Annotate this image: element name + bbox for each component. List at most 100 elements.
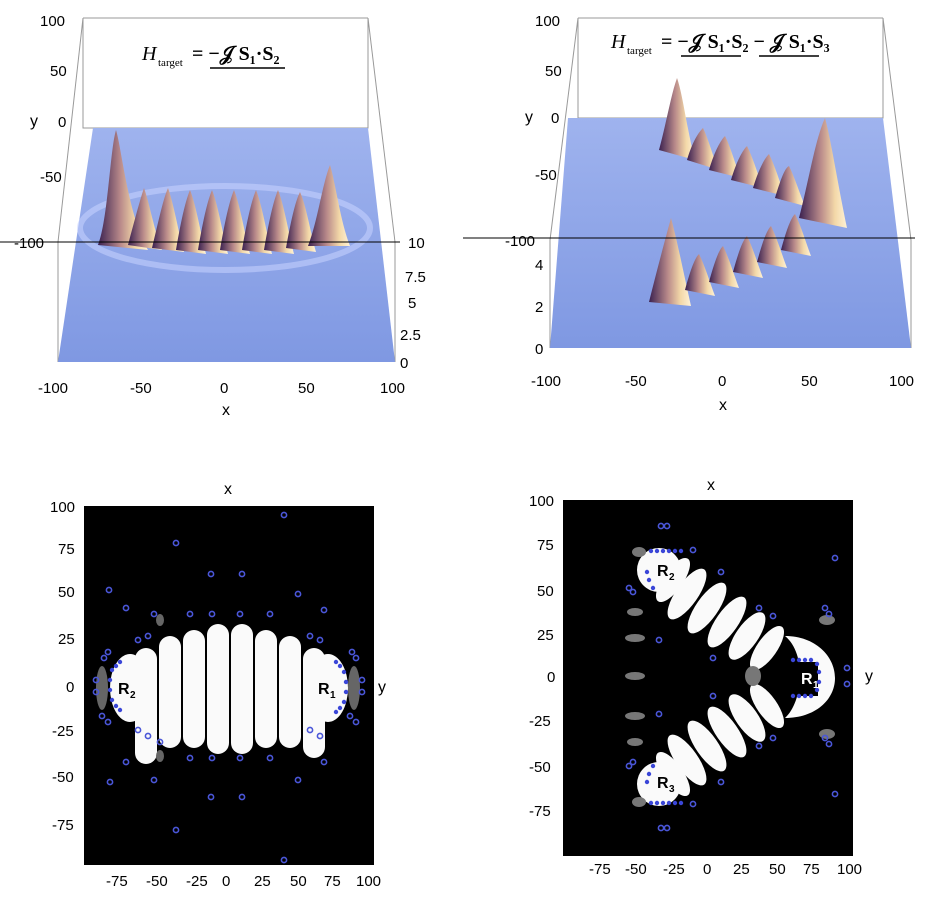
x-tick: 50: [290, 873, 307, 890]
z-tick: 7.5: [405, 269, 426, 286]
y-tick: -25: [52, 723, 74, 740]
region-label-r1: R: [318, 681, 330, 698]
y-tick: -75: [52, 817, 74, 834]
region-sub-r3: 3: [669, 784, 675, 795]
x-tick: -50: [625, 861, 647, 878]
y-tick: -50: [535, 167, 557, 184]
y-tick: 100: [529, 493, 554, 510]
x-tick: 50: [769, 861, 786, 878]
region-sub-r2: 2: [130, 690, 136, 701]
y-tick: 0: [58, 114, 66, 131]
y-tick: -100: [14, 235, 44, 252]
x-tick: 25: [254, 873, 271, 890]
x-tick: -50: [146, 873, 168, 890]
faint-lobes: [625, 547, 835, 807]
region-label-r1: R: [801, 671, 813, 688]
eq-subscript: target: [627, 45, 652, 57]
region-sub-r1: 1: [813, 680, 819, 691]
z-tick: 2: [535, 299, 543, 316]
y-tick: 75: [537, 537, 554, 554]
x-tick: 0: [718, 373, 726, 390]
panel-top-right: H target = −𝒥 S₁·S₂ − 𝒥 S₁·S₃ 100 50 0 -…: [463, 13, 915, 414]
x-tick: -100: [38, 380, 68, 397]
y-tick: 50: [537, 583, 554, 600]
x-tick: -75: [589, 861, 611, 878]
x-axis-label: x: [719, 397, 727, 414]
region-boundaries: [107, 659, 349, 715]
x-tick: 50: [801, 373, 818, 390]
y-tick: 50: [50, 63, 67, 80]
z-tick: 5: [408, 295, 416, 312]
x-axis-label: x: [707, 477, 715, 494]
z-tick: 10: [408, 235, 425, 252]
y-tick: 0: [547, 669, 555, 686]
y-axis-label: y: [30, 113, 38, 130]
z-tick: 0: [535, 341, 543, 358]
x-tick: 0: [222, 873, 230, 890]
y-axis-label: y: [865, 668, 873, 685]
y-tick: 50: [58, 584, 75, 601]
y-tick: 50: [545, 63, 562, 80]
x-tick: 75: [324, 873, 341, 890]
panel-bottom-right: R 2 R 1 R 3 x y 100 75 50 25 0 -25 -50 -…: [529, 477, 873, 878]
eq-subscript: target: [158, 57, 183, 69]
x-tick: -25: [663, 861, 685, 878]
x-tick: 0: [220, 380, 228, 397]
x-axis-label: x: [224, 481, 232, 498]
region-sub-r1: 1: [330, 690, 336, 701]
x-tick: 100: [380, 380, 405, 397]
z-tick: 4: [535, 257, 543, 274]
y-tick: -25: [529, 713, 551, 730]
eq-H: H: [141, 43, 158, 65]
y-tick: -50: [52, 769, 74, 786]
x-tick: -100: [531, 373, 561, 390]
x-axis-label: x: [222, 402, 230, 419]
y-tick: 0: [66, 679, 74, 696]
region-label-r2: R: [118, 681, 130, 698]
markers: [625, 522, 851, 832]
y-tick: -75: [529, 803, 551, 820]
x-tick: -75: [106, 873, 128, 890]
hamiltonian-equation: H target = −𝒥 S₁·S₂ − 𝒥 S₁·S₃: [610, 31, 830, 57]
x-tick: -50: [625, 373, 647, 390]
z-tick: 0: [400, 355, 408, 372]
x-tick: 100: [889, 373, 914, 390]
eq-rhs: = −𝒥 S₁·S₂: [192, 43, 280, 66]
region-label-r2: R: [657, 563, 669, 580]
eq-rhs: = −𝒥 S₁·S₂ − 𝒥 S₁·S₃: [661, 31, 830, 54]
panel-bottom-left: R 2 R 1 x y 100 75 50 25 0 -25 -50 -75 -…: [50, 481, 386, 890]
region-boundaries: [644, 548, 822, 806]
x-tick: 50: [298, 380, 315, 397]
x-tick: 0: [703, 861, 711, 878]
y-axis-label: y: [378, 679, 386, 696]
hamiltonian-equation: H target = −𝒥 S₁·S₂: [141, 43, 285, 69]
region-label-r3: R: [657, 775, 669, 792]
y-tick: 0: [551, 110, 559, 127]
y-axis-label: y: [525, 109, 533, 126]
faint-lobes: [96, 614, 360, 762]
x-tick: -50: [130, 380, 152, 397]
y-tick: 100: [50, 499, 75, 516]
x-tick: 75: [803, 861, 820, 878]
y-tick: 100: [535, 13, 560, 30]
intensity-lobes: [110, 624, 348, 764]
x-tick: -25: [186, 873, 208, 890]
region-sub-r2: 2: [669, 572, 675, 583]
y-tick: -100: [505, 233, 535, 250]
ripple-ring: [77, 183, 373, 273]
z-tick: 2.5: [400, 327, 421, 344]
peaks: [98, 130, 350, 254]
region-labels: R 2 R 1: [118, 681, 336, 701]
y-tick: -50: [529, 759, 551, 776]
y-tick: 100: [40, 13, 65, 30]
peaks: [649, 78, 847, 306]
x-tick: 25: [733, 861, 750, 878]
intensity-lobes: [637, 548, 835, 806]
y-tick: 25: [58, 631, 75, 648]
y-tick: -50: [40, 169, 62, 186]
panel-top-left: H target = −𝒥 S₁·S₂ 100 50 0 -50 -100 10…: [0, 13, 426, 419]
y-tick: 25: [537, 627, 554, 644]
markers: [92, 511, 366, 864]
x-tick: 100: [837, 861, 862, 878]
x-tick: 100: [356, 873, 381, 890]
